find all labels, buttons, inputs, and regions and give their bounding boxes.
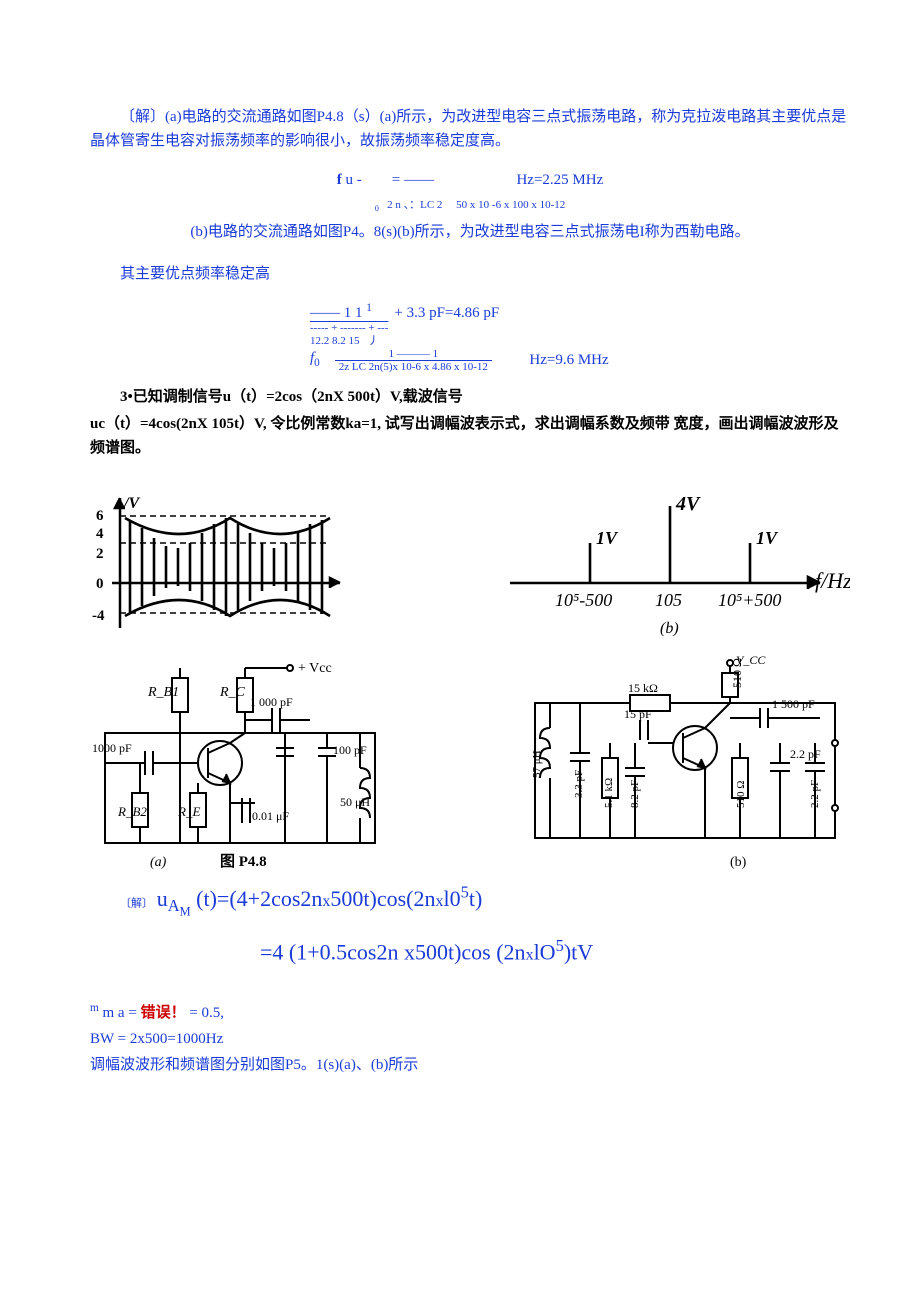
svg-text:5.1 kΩ: 5.1 kΩ xyxy=(603,778,615,808)
sol-eq-2: =4 (1+0.5cos2n x500t)cos (2nxlO5)tV xyxy=(260,933,850,970)
figure-row-1: 6 4 2 0 -4 /V 4V 1V 1V 10⁵-500 105 10⁵+5… xyxy=(90,488,850,638)
svg-text:510 Ω: 510 Ω xyxy=(730,658,744,688)
f-result: Hz=2.25 MHz xyxy=(516,172,603,188)
svg-text:-4: -4 xyxy=(92,608,105,624)
svg-text:/V: /V xyxy=(123,495,140,512)
solution-para-b: (b)电路的交流通路如图P4。8(s)(b)所示，为改进型电容三点式振荡电I称为… xyxy=(130,220,810,244)
svg-text:图 P4.8: 图 P4.8 xyxy=(220,853,267,870)
svg-text:0: 0 xyxy=(96,576,104,592)
svg-text:3.3 pF: 3.3 pF xyxy=(573,770,585,798)
circuit-a: + Vcc R_B1 R_C 1 000 pF 1000 pF 100 pF 0… xyxy=(90,648,400,878)
f-symbol: f xyxy=(337,172,342,188)
f2-f-sub: 0 xyxy=(314,357,320,369)
spectrum-figure: 4V 1V 1V 10⁵-500 105 10⁵+500 f/Hz (b) xyxy=(500,488,850,638)
f2-result: Hz=9.6 MHz xyxy=(529,352,608,368)
svg-text:1 500 pF: 1 500 pF xyxy=(772,697,815,711)
f2-denline: ----- + ------- + --- xyxy=(310,322,388,334)
circuit-b: V_CC 15 kΩ 510 Ω 1 500 pF 15 pF 2.2 pF 3… xyxy=(520,648,850,878)
q3-line-a: 3•已知调制信号u（t）=2cos（2nX 500t）V,载波信号 xyxy=(90,385,850,409)
f-mid1: u - xyxy=(346,172,362,188)
f2-denvals: 12.2 8.2 15 xyxy=(310,335,360,347)
svg-text:57 μH: 57 μH xyxy=(531,750,543,778)
f2-den: 2z LC 2n(5)x 10-6 x 4.86 x 10-12 xyxy=(335,361,492,373)
svg-text:+ Vcc: + Vcc xyxy=(298,661,332,676)
f2-topsup: 1 xyxy=(366,302,372,314)
svg-text:1 000 pF: 1 000 pF xyxy=(250,695,293,709)
svg-text:1000 pF: 1000 pF xyxy=(92,741,132,755)
bw-line: BW = 2x500=1000Hz xyxy=(90,1027,850,1051)
svg-text:R_B2: R_B2 xyxy=(117,804,147,819)
sol-prefix: 〔解〕 xyxy=(120,897,153,909)
f-sub: 0 xyxy=(375,204,379,213)
svg-text:8.2 pF: 8.2 pF xyxy=(629,780,641,808)
am-waveform-figure: 6 4 2 0 -4 /V xyxy=(90,488,350,638)
formula-f0-b: —— 1 1 1 + 3.3 pF=4.86 pF ----- + ------… xyxy=(310,302,850,373)
svg-text:50 μH: 50 μH xyxy=(340,795,370,809)
svg-text:(a): (a) xyxy=(150,855,167,870)
f-eq: = —— xyxy=(392,172,434,188)
svg-text:10⁵-500: 10⁵-500 xyxy=(555,590,612,610)
formula-f0-a: f u - = —— Hz=2.25 MHz 0 2 n 、：LC 2 50 x… xyxy=(90,168,850,216)
svg-text:(b): (b) xyxy=(660,620,679,637)
ma-a: m a = xyxy=(103,1005,137,1021)
svg-text:2.2 pF: 2.2 pF xyxy=(790,747,821,761)
svg-text:1V: 1V xyxy=(756,528,779,548)
svg-text:6: 6 xyxy=(96,508,104,524)
sol-eq-1: uAM (t)=(4+2cos2nx500t)cos(2nxl05t) xyxy=(157,886,483,911)
f-denom: 50 x 10 -6 x 100 x 10-12 xyxy=(456,199,565,211)
f2-paren: 丿 xyxy=(368,335,379,347)
f2-top: —— 1 1 xyxy=(310,305,363,321)
freq-stable-para: 其主要优点频率稳定高 xyxy=(90,262,850,286)
svg-text:105: 105 xyxy=(655,590,682,610)
svg-text:10⁵+500: 10⁵+500 xyxy=(718,590,781,610)
svg-text:15 pF: 15 pF xyxy=(624,707,652,721)
q3-line-b: uc（t）=4cos(2nX 105t）V, 令比例常数ka=1, 试写出调幅波… xyxy=(90,412,850,460)
svg-text:100 pF: 100 pF xyxy=(333,743,367,757)
svg-text:510 Ω: 510 Ω xyxy=(735,780,747,807)
svg-text:R_B1: R_B1 xyxy=(147,685,179,700)
svg-text:15 kΩ: 15 kΩ xyxy=(628,681,658,695)
svg-text:(b): (b) xyxy=(730,855,747,870)
svg-text:f/Hz: f/Hz xyxy=(815,568,850,593)
svg-text:R_C: R_C xyxy=(219,685,246,700)
svg-text:R_E: R_E xyxy=(177,804,200,819)
solution-para-a: 〔解〕(a)电路的交流通路如图P4.8（s）(a)所示，为改进型电容三点式振荡电… xyxy=(90,105,850,153)
svg-text:2.2 pF: 2.2 pF xyxy=(809,780,821,808)
svg-text:4V: 4V xyxy=(675,493,701,515)
ma-b: = 0.5, xyxy=(189,1005,224,1021)
svg-text:2: 2 xyxy=(96,546,104,562)
svg-text:0.01 μF: 0.01 μF xyxy=(252,809,289,823)
f2-top-right: + 3.3 pF=4.86 pF xyxy=(394,305,499,321)
ma-error: 错误！ xyxy=(141,1005,186,1021)
figure-row-2: + Vcc R_B1 R_C 1 000 pF 1000 pF 100 pF 0… xyxy=(90,648,850,878)
svg-text:4: 4 xyxy=(96,526,104,542)
ma-sup: m xyxy=(90,1002,99,1014)
f-mid2: 2 n 、：LC 2 xyxy=(387,199,442,211)
f2-num: 1 ——— 1 xyxy=(335,348,492,361)
last-line: 调幅波波形和频谱图分别如图P5。1(s)(a)、(b)所示 xyxy=(90,1053,850,1077)
svg-text:1V: 1V xyxy=(596,528,619,548)
